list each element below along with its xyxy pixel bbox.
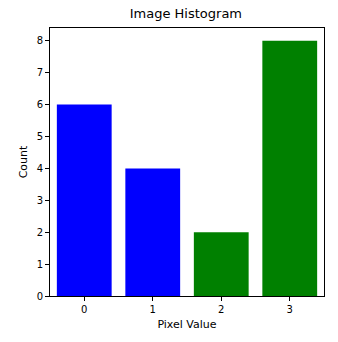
svg-text:1: 1 [37, 259, 43, 270]
svg-text:1: 1 [150, 304, 156, 315]
svg-text:0: 0 [37, 291, 43, 302]
svg-text:3: 3 [37, 195, 43, 206]
svg-text:8: 8 [37, 35, 43, 46]
svg-text:Image Histogram: Image Histogram [130, 6, 242, 21]
svg-text:Pixel Value: Pixel Value [157, 318, 216, 331]
svg-text:0: 0 [81, 304, 87, 315]
svg-text:Count: Count [17, 145, 30, 178]
svg-text:4: 4 [37, 163, 43, 174]
svg-text:7: 7 [37, 67, 43, 78]
svg-text:3: 3 [287, 304, 293, 315]
svg-text:2: 2 [218, 304, 224, 315]
svg-text:6: 6 [37, 99, 43, 110]
svg-text:2: 2 [37, 227, 43, 238]
svg-text:5: 5 [37, 131, 43, 142]
